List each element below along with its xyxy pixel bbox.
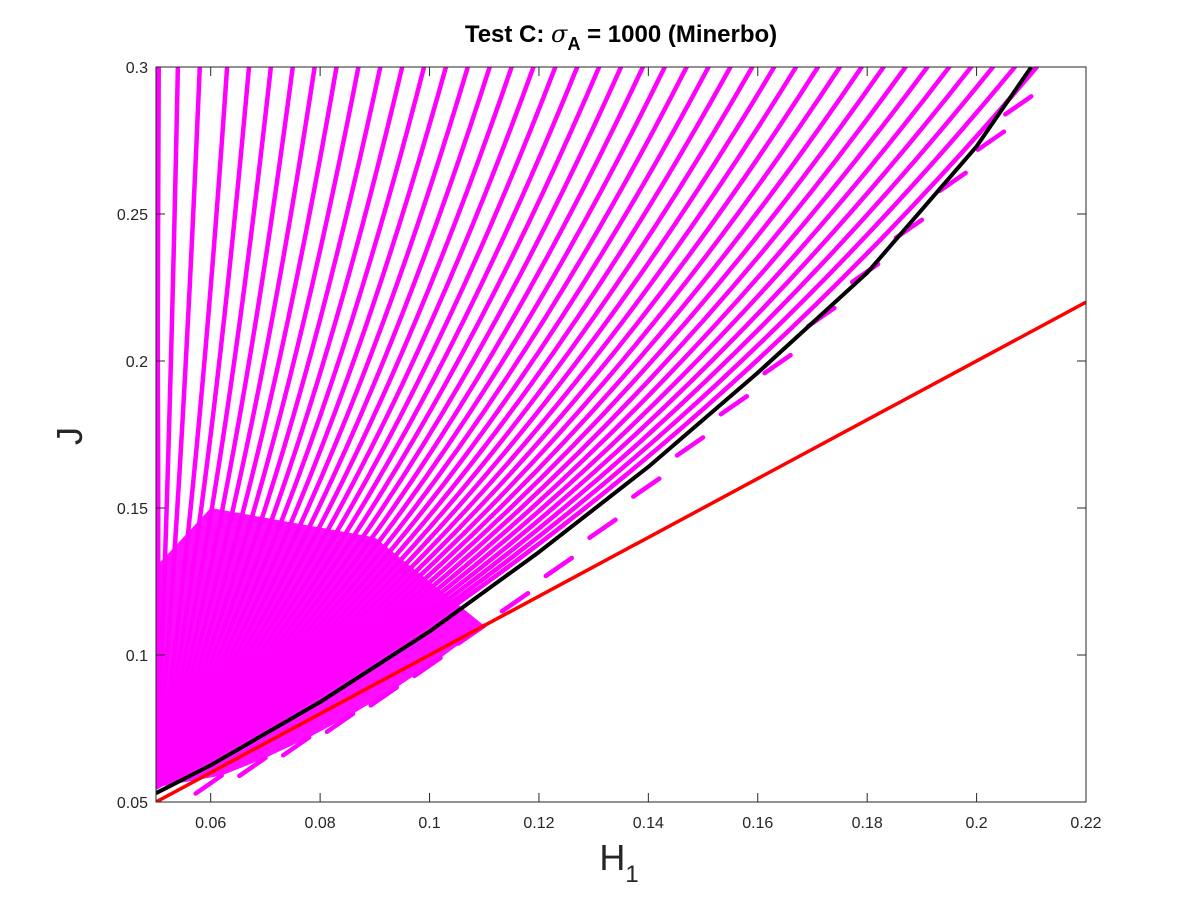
scatter-tail-segment bbox=[237, 755, 268, 779]
x-axis-label: H1 bbox=[599, 837, 638, 888]
axes-box bbox=[155, 66, 1087, 803]
chart-title: Test C: σA = 1000 (Minerbo) bbox=[465, 20, 777, 54]
x-tick-label: 0.1 bbox=[418, 815, 440, 832]
scatter-tail-segment bbox=[937, 170, 968, 194]
scatter-tail-segment bbox=[543, 555, 575, 579]
y-axis: 0.05 0.1 0.15 0.2 0.25 0.3 bbox=[117, 60, 1086, 812]
scatter-tail-segment bbox=[975, 129, 1007, 152]
x-tick-label: 0.14 bbox=[633, 815, 664, 832]
x-tick-label: 0.12 bbox=[523, 815, 554, 832]
scatter-tail-segment bbox=[412, 655, 443, 679]
y-axis-label: J bbox=[49, 427, 90, 445]
x-axis-label-sub: 1 bbox=[625, 861, 638, 888]
scatter-tail-segment bbox=[368, 685, 399, 708]
y-tick-label: 0.15 bbox=[117, 501, 148, 518]
chart-title-symbol: σ bbox=[551, 20, 568, 48]
scatter-tail-segment bbox=[674, 435, 706, 458]
x-tick-label: 0.22 bbox=[1070, 815, 1101, 832]
y-tick-label: 0.3 bbox=[126, 60, 148, 77]
black-curve bbox=[156, 67, 1033, 795]
plot-area: 0.06 0.08 0.1 0.12 0.14 0.16 0.18 0.2 0.22 0.050… bbox=[117, 60, 1102, 832]
y-tick-label: 0.25 bbox=[117, 207, 148, 224]
y-tick-label: 0.2 bbox=[126, 354, 148, 371]
scatter-tail-segment bbox=[587, 517, 618, 541]
scatter-tail-segment bbox=[324, 711, 356, 735]
scatter-tail-segment bbox=[631, 476, 662, 499]
scatter-tail-segment bbox=[193, 773, 224, 796]
x-tick-label: 0.16 bbox=[742, 815, 773, 832]
chart-title-suffix: = 1000 (Minerbo) bbox=[580, 21, 777, 48]
scatter-tail-segment bbox=[1003, 94, 1034, 117]
scatter-tail-segment bbox=[280, 735, 312, 758]
y-tick-label: 0.1 bbox=[126, 648, 148, 665]
scatter-tail-segment bbox=[718, 394, 750, 417]
x-tick-label: 0.08 bbox=[305, 815, 336, 832]
red-line bbox=[156, 300, 1086, 802]
x-axis-label-main: H bbox=[599, 837, 625, 878]
scatter-dense-region bbox=[156, 508, 485, 788]
chart-title-prefix: Test C: bbox=[465, 21, 551, 48]
data-layer bbox=[156, 67, 1086, 802]
scatter-tail-segment bbox=[762, 352, 793, 376]
y-tick-label: 0.05 bbox=[117, 795, 148, 812]
x-tick-label: 0.18 bbox=[852, 815, 883, 832]
x-tick-label: 0.2 bbox=[965, 815, 987, 832]
scatter-tail-segment bbox=[499, 591, 531, 614]
x-tick-label: 0.06 bbox=[195, 815, 226, 832]
chart-title-subscript: A bbox=[567, 34, 580, 54]
x-axis: 0.06 0.08 0.1 0.12 0.14 0.16 0.18 0.2 0.22 bbox=[195, 67, 1102, 832]
